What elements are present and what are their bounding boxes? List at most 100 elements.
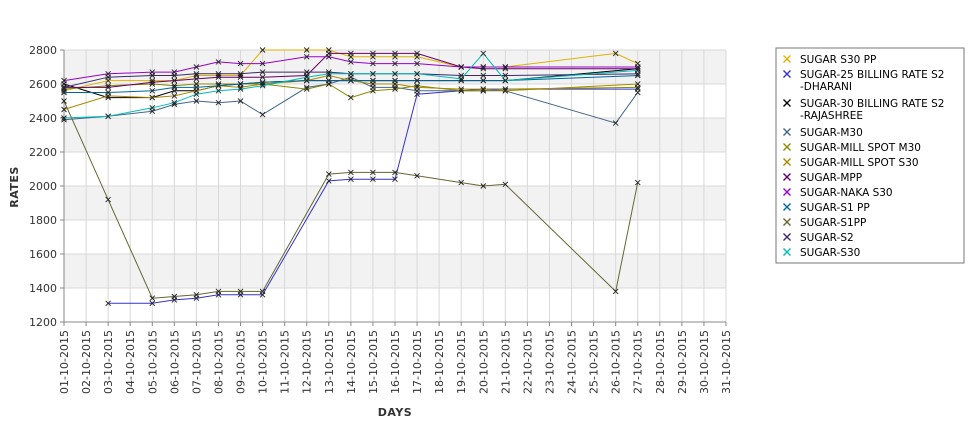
data-point-marker [259,60,266,67]
legend-marker [783,128,791,136]
data-point-marker [348,176,354,183]
series-line [64,75,638,93]
data-point-marker [392,70,398,77]
x-tick-label: 16-10-2015 [389,330,402,394]
data-point-marker [193,76,200,82]
y-tick-label: 2600 [29,78,57,91]
y-tick-label: 1400 [29,282,57,295]
data-point-marker [348,59,354,65]
data-point-marker [237,86,244,92]
data-point-marker [215,99,222,106]
legend-item: SUGAR-MPP [783,172,862,184]
y-tick-label: 1800 [29,214,57,227]
data-point-marker [502,64,509,70]
series-line [108,88,638,304]
data-point-marker [259,69,266,75]
y-tick-label: 2200 [29,146,57,159]
x-tick-label: 26-10-2015 [610,330,623,394]
legend-item: SUGAR-S1PP [783,217,866,229]
data-point-marker [61,84,67,91]
data-point-marker [61,89,67,96]
data-point-marker [105,84,111,91]
data-point-marker [149,295,156,302]
legend-label: SUGAR S30 PP [800,54,876,66]
x-tick-label: 25-10-2015 [588,330,601,394]
data-point-marker [392,86,398,92]
data-point-marker [325,171,332,177]
x-tick-label: 24-10-2015 [566,330,579,394]
data-point-marker [480,77,487,84]
legend-label: SUGAR-S30 [800,247,860,259]
data-point-marker [171,72,178,79]
x-tick-label: 06-10-2015 [168,330,181,394]
data-point-marker [193,291,200,298]
legend-marker [783,55,791,63]
legend-item: SUGAR-NAKA S30 [783,187,893,199]
data-point-marker [370,87,376,94]
data-point-marker [458,179,465,186]
data-point-marker [370,77,376,84]
x-tick-label: 08-10-2015 [212,330,225,394]
series-line [63,71,638,88]
data-point-marker [303,74,310,81]
data-point-marker [634,179,641,186]
x-tick-label: 29-10-2015 [676,330,689,394]
y-tick-label: 2000 [29,180,57,193]
legend-item: SUGAR-S30 [783,247,860,259]
data-point-marker [105,89,111,96]
data-point-marker [612,50,619,57]
data-point-marker [370,60,376,67]
series-12 [61,50,641,121]
axes: 1200 1400 1600 1800 2000 2200 2400 2600 2800 01-1… [29,44,733,394]
data-point-marker [502,181,509,188]
data-point-marker [325,178,332,184]
data-point-marker [414,70,420,77]
data-point-marker [348,94,354,101]
y-axis-label: RATES [8,166,21,208]
data-point-marker [348,169,354,176]
data-point-marker [171,77,178,84]
data-point-marker [149,300,156,307]
x-tick-label: 15-10-2015 [367,330,380,394]
series-line [63,100,639,299]
legend-marker [783,158,791,166]
legend-marker [783,173,791,181]
data-point-marker [634,81,641,87]
data-point-marker [634,89,641,96]
legend-item: SUGAR-S1 PP [783,202,870,214]
data-point-marker [480,50,487,57]
x-tick-label: 01-10-2015 [58,330,71,394]
legend-label: SUGAR-MPP [800,172,862,184]
data-point-marker [237,98,244,104]
x-tick-label: 04-10-2015 [124,330,137,394]
series-5 [61,81,641,101]
data-point-marker [392,169,398,176]
x-tick-label: 09-10-2015 [235,330,248,394]
data-point-marker [215,70,222,77]
data-point-marker [149,87,156,94]
legend-item: SUGAR-30 BILLING RATE S2 -RAJASHREE [783,98,944,122]
legend-item: SUGAR S30 PP [783,54,876,66]
data-point-marker [612,288,619,295]
x-tick-label: 02-10-2015 [80,330,93,394]
data-point-marker [193,98,200,104]
data-point-marker [61,106,67,113]
legend-item: SUGAR-M30 [783,127,863,139]
data-point-marker [237,60,244,67]
legend: SUGAR S30 PP SUGAR-25 BILLING RATE S2 -DHA… [775,47,965,264]
x-tick-label: 05-10-2015 [146,330,159,394]
legend-marker [783,70,791,78]
y-tick-label: 2400 [29,112,57,125]
legend-label: SUGAR-M30 [800,127,863,139]
data-point-marker [259,111,266,118]
x-tick-label: 23-10-2015 [543,330,556,394]
data-point-marker [237,81,244,87]
legend-item: SUGAR-MILL SPOT M30 [783,142,921,154]
data-point-marker [414,50,420,57]
x-tick-label: 18-10-2015 [433,330,446,394]
series-line [63,52,638,119]
data-point-marker [171,84,178,91]
data-point-marker [414,84,420,91]
data-point-marker [215,82,222,89]
legend-label: SUGAR-MILL SPOT S30 [800,157,919,169]
